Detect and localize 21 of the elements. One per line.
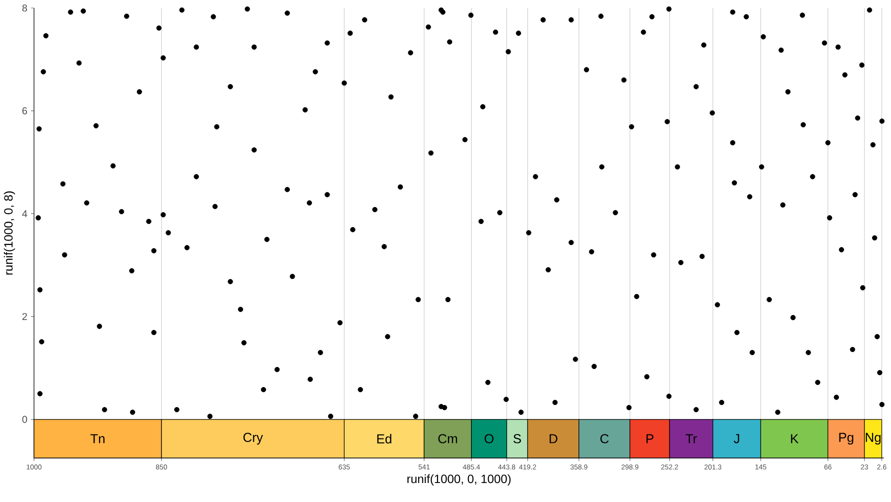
band-label: D <box>550 434 558 444</box>
band-label: Tn <box>90 434 104 444</box>
band-label: C <box>600 434 609 444</box>
y-tick-label: 8 <box>22 4 28 12</box>
band-label: J <box>734 434 740 444</box>
y-tick-label: 2 <box>22 313 27 320</box>
band-label: Cm <box>438 434 458 444</box>
band-label: Ed <box>377 434 392 444</box>
band-label: Tr <box>686 434 697 444</box>
y-axis-title: runif(1000, 0, 8) <box>4 191 16 275</box>
y-tick-label: 4 <box>22 210 28 218</box>
band-label: P <box>646 434 654 444</box>
band-label: O <box>484 434 494 444</box>
band-label: Pg <box>839 432 854 445</box>
band-label: K <box>791 434 799 444</box>
x-axis-title: runif(1000, 0, 1000) <box>407 474 511 486</box>
band-label: Ng <box>866 432 881 445</box>
band-label: Cry <box>243 432 263 445</box>
y-tick-label: 0 <box>22 416 28 423</box>
y-tick-label: 6 <box>22 107 28 114</box>
band-label: S <box>513 434 521 444</box>
